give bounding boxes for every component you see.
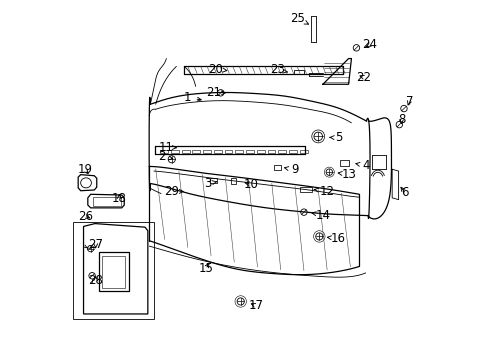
- Text: 19: 19: [77, 163, 93, 176]
- Text: 23: 23: [270, 63, 288, 76]
- Bar: [73, 222, 154, 319]
- Text: 1: 1: [184, 91, 201, 104]
- Text: 7: 7: [406, 95, 413, 108]
- Text: 3: 3: [204, 177, 217, 190]
- Bar: [193, 150, 200, 153]
- Bar: [300, 187, 312, 192]
- Text: 5: 5: [329, 131, 343, 144]
- Bar: [268, 150, 275, 153]
- Bar: [93, 197, 121, 206]
- Text: 16: 16: [327, 232, 346, 245]
- Bar: [171, 150, 179, 153]
- Bar: [214, 150, 222, 153]
- Bar: [278, 150, 286, 153]
- Text: 13: 13: [338, 168, 357, 181]
- Text: 27: 27: [88, 238, 103, 251]
- Bar: [224, 150, 232, 153]
- Text: 21: 21: [206, 86, 225, 99]
- Bar: [273, 165, 281, 170]
- Bar: [102, 256, 125, 288]
- Bar: [231, 179, 236, 184]
- Text: 20: 20: [208, 63, 227, 76]
- Bar: [182, 150, 190, 153]
- Text: 14: 14: [312, 208, 331, 221]
- Text: 22: 22: [356, 71, 371, 84]
- Text: 24: 24: [362, 39, 377, 51]
- Bar: [203, 150, 211, 153]
- Text: 6: 6: [401, 186, 409, 199]
- Bar: [289, 150, 297, 153]
- Text: 18: 18: [112, 192, 127, 205]
- Text: 10: 10: [244, 178, 259, 191]
- Text: 4: 4: [356, 159, 370, 172]
- Text: 15: 15: [198, 262, 213, 275]
- Text: 25: 25: [291, 12, 309, 25]
- Text: 8: 8: [398, 113, 405, 126]
- Bar: [235, 150, 243, 153]
- Bar: [246, 150, 254, 153]
- Text: 28: 28: [88, 274, 103, 287]
- Text: 26: 26: [78, 210, 94, 223]
- Text: 29: 29: [164, 185, 183, 198]
- Bar: [257, 150, 265, 153]
- Bar: [160, 150, 168, 153]
- Text: 17: 17: [248, 299, 263, 312]
- Text: 11: 11: [158, 141, 176, 154]
- Text: 2: 2: [158, 150, 172, 163]
- Text: 9: 9: [285, 163, 299, 176]
- Bar: [340, 159, 348, 166]
- Bar: [98, 252, 129, 292]
- Bar: [210, 178, 217, 183]
- Bar: [300, 150, 308, 153]
- Text: 12: 12: [314, 185, 335, 198]
